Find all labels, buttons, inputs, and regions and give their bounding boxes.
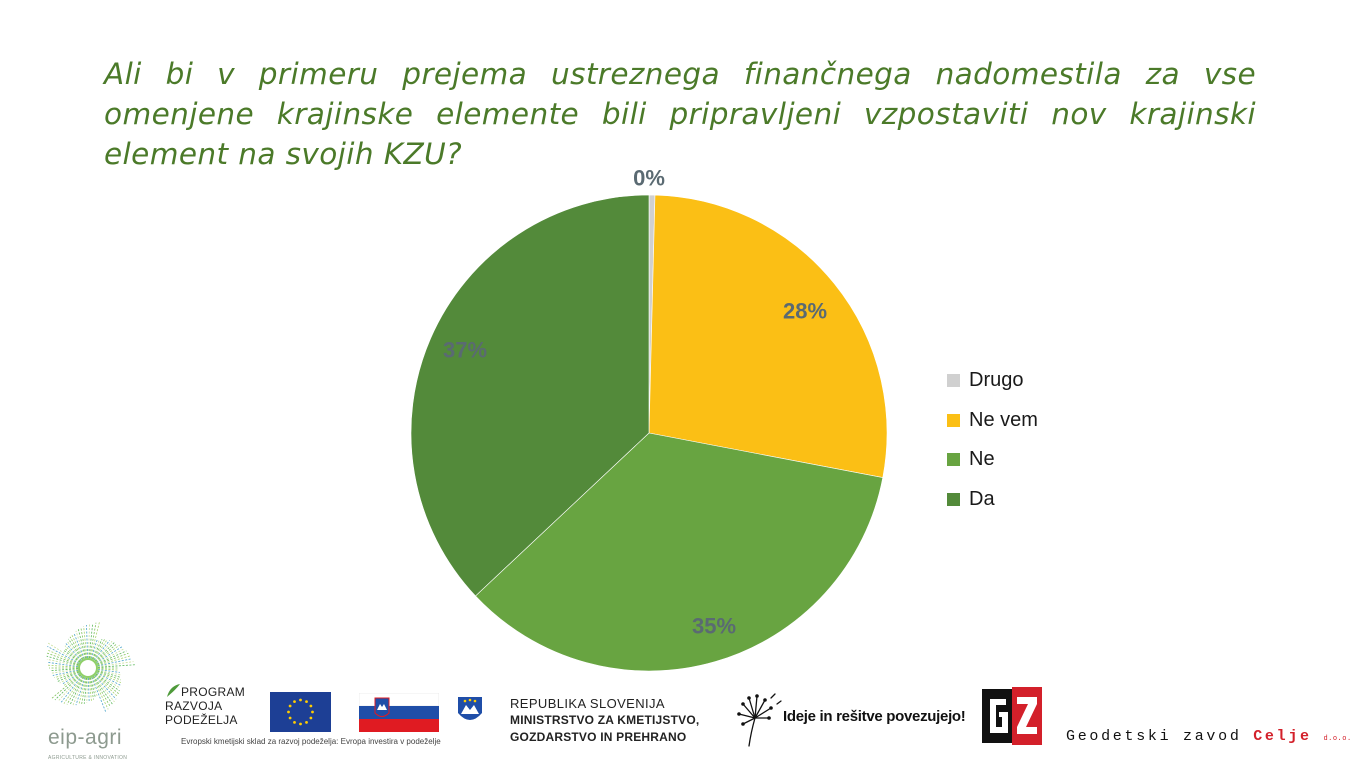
project-tagline: Ideje in rešitve povezujejo! [783, 708, 966, 725]
program-caption: Evropski kmetijski sklad za razvoj podež… [181, 737, 441, 746]
data-label-drugo: 0% [633, 166, 665, 191]
company-suffix: d.o.o. [1323, 735, 1352, 743]
eu-flag-icon [270, 692, 331, 732]
legend-label-da: Da [969, 487, 995, 510]
company-name-main: Geodetski zavod [1066, 728, 1242, 745]
program-line-1: PROGRAM [181, 685, 246, 699]
program-line-3: PODEŽELJA [165, 713, 238, 727]
ministry-line-2: MINISTRSTVO ZA KMETIJSTVO, [510, 713, 700, 727]
leaf-icon [167, 684, 180, 697]
program-line-2: RAZVOJA [165, 699, 223, 713]
footer-logos: eip-agri AGRICULTURE & INNOVATION PROGRA… [0, 615, 1360, 765]
slovenia-flag-icon [359, 693, 439, 732]
pie-slice-da [410, 194, 650, 597]
legend-label-ne-vem: Ne vem [969, 408, 1038, 431]
legend-label-drugo: Drugo [969, 369, 1024, 392]
legend-swatch-ne [947, 453, 960, 467]
company-name: Geodetski zavod Celje d.o.o. [1066, 728, 1352, 745]
legend-swatch-da [947, 492, 960, 506]
eip-agri-subtitle: AGRICULTURE & INNOVATION [48, 755, 128, 761]
ministry-line-1: REPUBLIKA SLOVENIJA [510, 696, 665, 711]
data-label-ne-vem: 28% [783, 299, 827, 324]
legend-label-ne: Ne [969, 448, 995, 471]
eip-agri-burst-icon [46, 622, 135, 712]
slide-title: Ali bi v primeru prejema ustreznega fina… [104, 57, 1256, 171]
slovenia-coat-of-arms-icon [458, 697, 482, 720]
data-label-da: 37% [443, 338, 487, 363]
company-city: Celje [1253, 728, 1312, 745]
program-razvoja-logo: PROGRAM RAZVOJA PODEŽELJA [165, 684, 246, 727]
eip-agri-logo: eip-agri AGRICULTURE & INNOVATION [34, 618, 142, 765]
ministry-line-3: GOZDARSTVO IN PREHRANO [510, 730, 687, 744]
legend-swatch-drugo [947, 374, 960, 388]
legend-item-da: Da [947, 480, 1038, 520]
chart-legend: Drugo Ne vem Ne Da [947, 361, 1038, 519]
legend-item-drugo: Drugo [947, 361, 1038, 401]
data-label-ne: 35% [692, 614, 736, 639]
dandelion-icon [737, 693, 782, 747]
legend-item-ne: Ne [947, 440, 1038, 480]
eip-agri-name: eip-agri [48, 726, 123, 749]
pie-slice-ne [475, 432, 884, 672]
geodetski-zavod-gz-icon [982, 687, 1042, 745]
legend-swatch-ne-vem [947, 413, 960, 427]
pie-slice-ne-vem [648, 194, 888, 478]
ministry-logo-text: REPUBLIKA SLOVENIJA MINISTRSTVO ZA KMETI… [510, 695, 699, 746]
legend-item-ne-vem: Ne vem [947, 401, 1038, 441]
